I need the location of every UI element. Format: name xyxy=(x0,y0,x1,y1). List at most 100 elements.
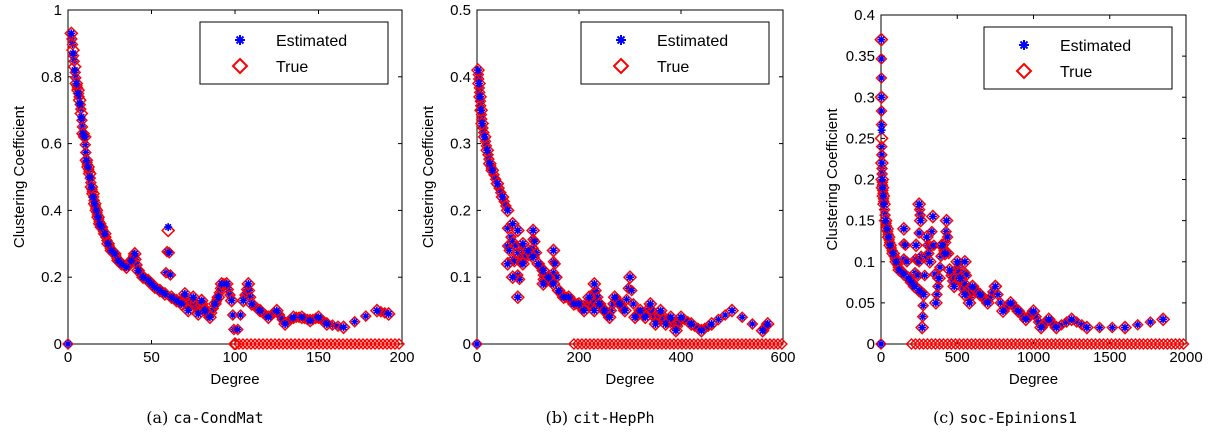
estimated-point xyxy=(1073,318,1081,326)
true-point xyxy=(736,311,749,324)
true-point xyxy=(724,303,740,318)
estimated-point xyxy=(529,253,538,262)
true-point xyxy=(495,189,510,205)
estimated-point xyxy=(651,320,660,328)
estimated-point xyxy=(933,291,941,299)
true-point xyxy=(1034,320,1049,335)
true-point xyxy=(329,338,341,350)
estimated-point xyxy=(895,266,904,274)
true-point xyxy=(233,338,245,350)
true-point xyxy=(503,244,516,257)
estimated-point xyxy=(956,274,965,283)
estimated-point xyxy=(81,141,89,149)
estimated-point xyxy=(962,272,970,279)
estimated-point xyxy=(85,173,94,181)
true-point xyxy=(337,338,349,350)
y-tick-label: 0.05 xyxy=(846,295,875,312)
estimated-point xyxy=(666,313,675,322)
true-point xyxy=(985,338,998,350)
estimated-point xyxy=(893,261,901,268)
estimated-point xyxy=(997,299,1004,307)
true-point xyxy=(759,338,772,350)
x-tick-label: 400 xyxy=(668,349,693,366)
legend-box xyxy=(199,21,389,85)
true-point xyxy=(528,235,541,248)
true-point xyxy=(305,338,317,350)
estimated-point xyxy=(314,313,323,322)
true-point xyxy=(980,295,995,310)
true-point xyxy=(294,310,309,325)
estimated-point xyxy=(628,287,636,295)
estimated-point xyxy=(615,299,624,308)
true-point xyxy=(917,338,930,350)
estimated-point xyxy=(1044,315,1053,324)
x-tick-label: 600 xyxy=(770,349,795,366)
true-point xyxy=(470,63,486,78)
estimated-point xyxy=(82,156,91,165)
estimated-point xyxy=(878,183,887,192)
estimated-point xyxy=(322,320,331,328)
estimated-point xyxy=(899,224,908,233)
estimated-point xyxy=(594,293,602,301)
estimated-point xyxy=(507,233,515,241)
estimated-point xyxy=(878,151,886,159)
true-point xyxy=(875,52,888,65)
true-point xyxy=(904,275,919,290)
estimated-point xyxy=(478,119,487,128)
estimated-point xyxy=(513,226,522,235)
true-point xyxy=(571,338,584,350)
estimated-point xyxy=(968,282,977,291)
estimated-point xyxy=(983,298,992,307)
estimated-point xyxy=(915,258,923,266)
true-point xyxy=(622,282,635,295)
estimated-point xyxy=(965,298,974,307)
estimated-point xyxy=(877,340,885,348)
true-point xyxy=(393,338,405,350)
true-point xyxy=(373,338,385,350)
estimated-point xyxy=(72,79,81,88)
estimated-point xyxy=(276,311,283,319)
y-tick-label: 0.2 xyxy=(450,202,471,219)
estimated-point xyxy=(97,223,106,232)
estimated-point xyxy=(110,249,119,258)
estimated-point xyxy=(475,75,483,83)
true-point xyxy=(1021,338,1034,350)
true-point xyxy=(675,338,688,350)
estimated-point xyxy=(241,291,249,299)
true-point xyxy=(261,310,276,325)
estimated-point xyxy=(297,313,306,322)
estimated-point xyxy=(888,247,896,255)
true-point xyxy=(939,213,954,228)
estimated-point xyxy=(224,285,232,293)
y-tick-label: 0.2 xyxy=(41,269,62,286)
true-point xyxy=(297,338,309,350)
true-point xyxy=(587,276,602,291)
true-point xyxy=(909,238,924,253)
estimated-point xyxy=(64,340,72,348)
true-point xyxy=(1133,338,1146,350)
true-point xyxy=(1077,338,1090,350)
estimated-point xyxy=(549,279,558,288)
true-point xyxy=(587,338,600,350)
true-point xyxy=(64,26,79,41)
estimated-point xyxy=(901,241,909,249)
caption-b-name: cit-HepPh xyxy=(573,409,655,427)
true-point xyxy=(278,316,293,332)
estimated-point xyxy=(100,229,109,238)
true-point xyxy=(265,338,277,350)
estimated-point xyxy=(880,200,888,209)
estimated-point xyxy=(184,306,193,315)
estimated-point xyxy=(104,239,113,248)
true-point xyxy=(69,76,84,91)
estimated-point xyxy=(912,241,921,250)
estimated-point xyxy=(82,149,90,156)
estimated-point xyxy=(915,200,924,209)
estimated-point xyxy=(165,249,173,257)
true-point xyxy=(1061,338,1074,350)
true-point xyxy=(227,336,243,350)
true-point xyxy=(1033,338,1046,350)
true-point xyxy=(751,338,764,350)
estimated-point xyxy=(70,66,79,75)
true-point xyxy=(937,246,953,261)
true-point xyxy=(743,338,756,350)
